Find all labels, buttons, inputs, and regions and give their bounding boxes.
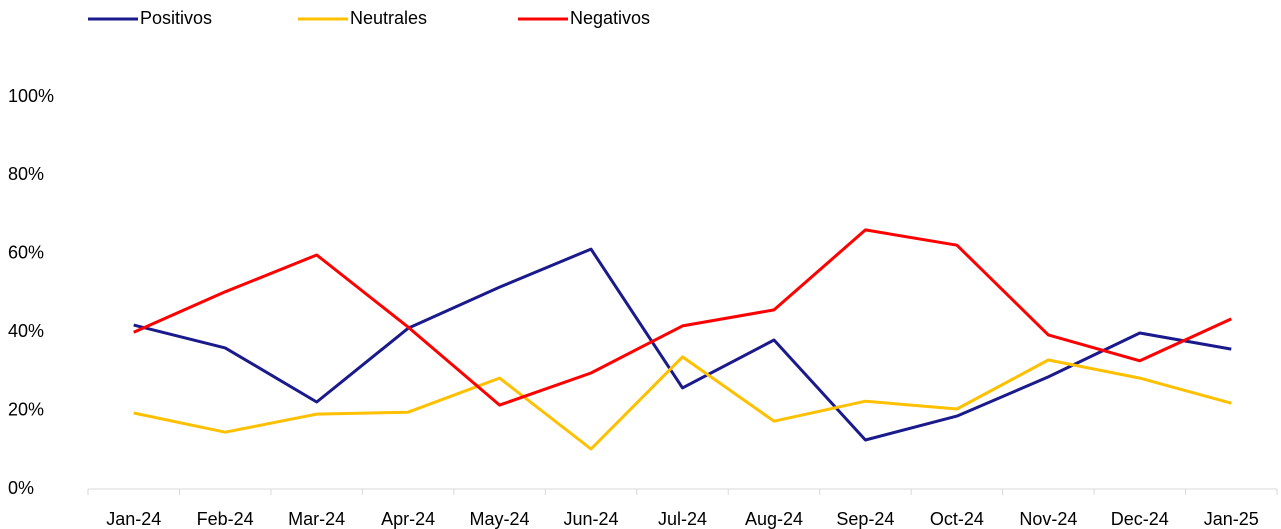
x-tick-label: Nov-24 [1019,509,1077,529]
x-tick-label: Jul-24 [658,509,707,529]
y-tick-label: 100% [8,86,54,106]
series-line [133,355,1232,451]
y-tick-label: 60% [8,243,44,263]
x-tick-label: Oct-24 [930,509,984,529]
y-tick-label: 40% [8,321,44,341]
x-tick-label: Apr-24 [381,509,435,529]
x-tick-label: Aug-24 [745,509,803,529]
x-tick-label: Dec-24 [1111,509,1169,529]
y-tick-label: 20% [8,399,44,419]
x-tick-label: Jan-25 [1204,509,1259,529]
y-tick-label: 80% [8,164,44,184]
x-tick-label: Sep-24 [836,509,894,529]
legend-label: Neutrales [350,8,427,28]
x-tick-label: Mar-24 [288,509,345,529]
x-tick-label: Jan-24 [106,509,161,529]
legend-label: Positivos [140,8,212,28]
x-tick-label: Jun-24 [564,509,619,529]
series-line [133,228,1232,407]
legend-label: Negativos [570,8,650,28]
y-tick-label: 0% [8,478,34,498]
series-line [133,247,1232,442]
x-tick-label: May-24 [470,509,530,529]
x-tick-label: Feb-24 [197,509,254,529]
